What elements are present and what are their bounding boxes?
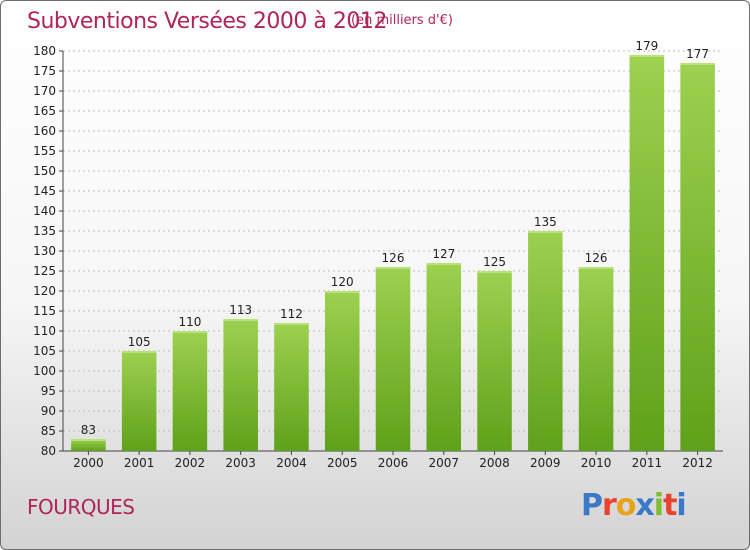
bar-highlight [274, 323, 309, 325]
bar [426, 263, 462, 451]
x-tick-label: 2011 [632, 456, 663, 470]
y-tick-label: 95 [41, 384, 56, 398]
logo-letter: t [663, 488, 677, 523]
logo-letter: r [602, 488, 617, 523]
bar-highlight [172, 331, 208, 333]
bar-value-label: 126 [585, 251, 608, 265]
bar-highlight [71, 439, 106, 441]
bar-value-label: 113 [229, 303, 252, 317]
x-tick-label: 2010 [581, 456, 612, 470]
y-tick-label: 175 [33, 64, 56, 78]
bars [71, 55, 715, 451]
logo-letter: o [615, 488, 637, 523]
y-tick-label: 155 [33, 144, 56, 158]
x-tick-label: 2012 [682, 456, 713, 470]
y-tick-label: 160 [33, 124, 56, 138]
y-tick-label: 180 [33, 44, 56, 58]
bar-value-label: 125 [483, 255, 506, 269]
logo-letter: i [653, 488, 664, 523]
bar-highlight [223, 319, 258, 321]
logo-letter: i [676, 488, 686, 523]
y-tick-label: 170 [33, 84, 56, 98]
bar-value-label: 177 [686, 47, 709, 61]
y-tick-label: 105 [33, 344, 56, 358]
bar [528, 231, 563, 451]
bar-highlight [477, 271, 512, 273]
y-tick-label: 80 [41, 444, 56, 458]
bar [680, 63, 715, 451]
commune-name: FOURQUES [27, 495, 135, 519]
logo-letter: x [635, 488, 654, 523]
y-tick-label: 115 [33, 304, 56, 318]
x-tick-label: 2002 [175, 456, 206, 470]
bar-value-label: 105 [128, 335, 151, 349]
y-tick-label: 100 [33, 364, 56, 378]
bar-highlight [528, 231, 563, 233]
bar-highlight [680, 63, 715, 65]
bar [223, 319, 258, 451]
bar [121, 351, 157, 451]
bar-value-label: 179 [635, 39, 658, 53]
bar [375, 267, 411, 451]
y-tick-label: 90 [41, 404, 56, 418]
bar [477, 271, 512, 451]
y-tick-labels: 80 85 90 95 100 105 110 115 120 125 130 135 140 145 15… [33, 44, 56, 458]
chart-subtitle: (en milliers d'€) [351, 13, 453, 28]
bar [71, 439, 106, 451]
bar-value-label: 127 [432, 247, 455, 261]
bar-value-label: 83 [81, 423, 96, 437]
bar [324, 291, 360, 451]
x-tick-label: 2006 [378, 456, 409, 470]
bar [578, 267, 614, 451]
data-labels: 83 105 110 113 112 120 126 127 125 135 126 179 177 [81, 39, 709, 437]
y-tick-label: 165 [33, 104, 56, 118]
x-tick-label: 2004 [276, 456, 307, 470]
x-tick-label: 2000 [73, 456, 104, 470]
y-tick-label: 145 [33, 184, 56, 198]
bar [629, 55, 665, 451]
y-tick-label: 150 [33, 164, 56, 178]
bar-highlight [121, 351, 157, 353]
y-tick-label: 110 [33, 324, 56, 338]
bar-highlight [578, 267, 614, 269]
bar-value-label: 112 [280, 307, 303, 321]
bar [274, 323, 309, 451]
logo-letter: P [581, 488, 603, 523]
x-tick-label: 2008 [479, 456, 510, 470]
x-tick-label: 2003 [225, 456, 256, 470]
bar-highlight [324, 291, 360, 293]
bar-value-label: 126 [382, 251, 405, 265]
y-tick-label: 120 [33, 284, 56, 298]
bar-highlight [629, 55, 665, 57]
bar-highlight [426, 263, 462, 265]
y-tick-label: 135 [33, 224, 56, 238]
bar-value-label: 110 [178, 315, 201, 329]
x-tick-label: 2007 [428, 456, 459, 470]
bar-value-label: 120 [331, 275, 354, 289]
bar-value-label: 135 [534, 215, 557, 229]
x-tick-labels: 2000 2001 2002 2003 2004 2005 2006 2007 2008 2009… [73, 456, 713, 470]
proxiti-logo: Proxiti [581, 488, 687, 523]
bar [172, 331, 208, 451]
y-tick-label: 85 [41, 424, 56, 438]
y-tick-label: 130 [33, 244, 56, 258]
x-tick-label: 2005 [327, 456, 358, 470]
y-tick-label: 125 [33, 264, 56, 278]
bar-highlight [375, 267, 411, 269]
x-tick-label: 2009 [530, 456, 561, 470]
chart-title: Subventions Versées 2000 à 2012 [27, 9, 387, 34]
x-tick-label: 2001 [124, 456, 155, 470]
y-tick-label: 140 [33, 204, 56, 218]
